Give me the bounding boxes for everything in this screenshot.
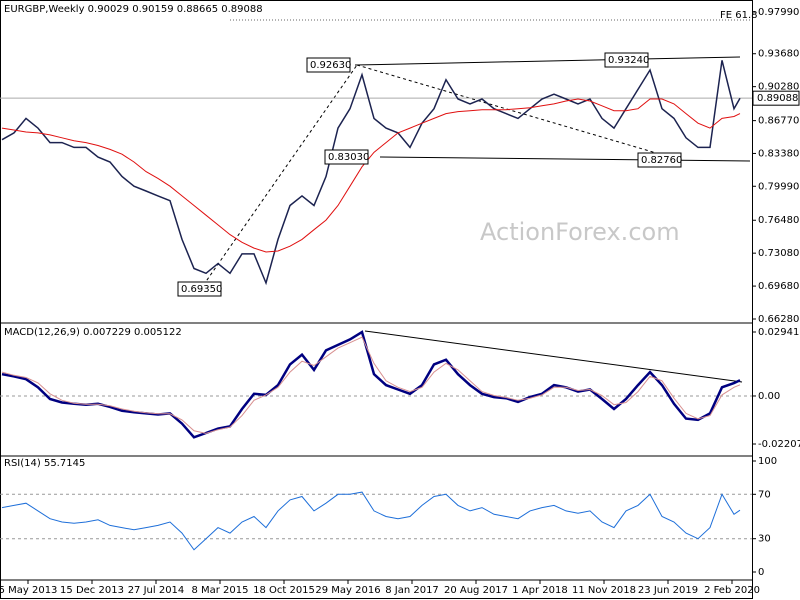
series-line [1,491,741,551]
trendline [379,156,751,162]
trendline [356,64,681,161]
x-tick-label: 29 May 2016 [315,585,380,596]
series-line [1,60,741,286]
annotation: 0.82760 [641,155,682,166]
y-tick-label: 0.90280 [758,82,799,93]
x-tick-label: 23 Jun 2019 [638,585,698,596]
x-tick-label: 27 Jul 2014 [128,585,185,596]
y-tick-label: 0.00 [758,391,780,402]
frame [0,0,753,599]
annotation-box [177,281,222,297]
macd-title: MACD(12,26,9) 0.007229 0.005122 [4,327,182,338]
y-tick-label: 0 [758,567,764,578]
annotation: 0.69350 [181,284,222,295]
y-tick-label: 0.93680 [758,49,799,60]
x-tick-label: 18 Oct 2015 [253,585,315,596]
y-tick-label: 0.029412 [758,327,800,338]
series-line [1,98,741,253]
last-price-label: 0.89088 [757,93,798,104]
watermark: ActionForex.com [480,218,680,246]
annotation-box [604,52,649,68]
y-tick-label: 0.97990 [758,7,799,18]
trendline [364,330,743,383]
annotation: 0.83030 [328,152,369,163]
y-tick-label: 0.66280 [758,314,799,325]
x-tick-label: 2 Feb 2020 [704,585,760,596]
annotation-box [306,57,351,73]
annotation-box [637,152,682,168]
trendline [354,56,741,66]
x-tick-label: 8 Mar 2015 [191,585,248,596]
x-tick-label: 11 Nov 2018 [572,585,636,596]
x-tick-label: 5 May 2013 [0,585,57,596]
annotation-box [324,149,369,165]
trendline [199,64,358,291]
annotation: 0.92630 [310,60,351,71]
y-tick-label: 0.73080 [758,248,799,259]
y-tick-label: -0.022074 [758,439,800,450]
annotation: FE 61.8 [720,10,758,21]
rsi-title: RSI(14) 55.7145 [4,458,85,469]
y-tick-label: 70 [758,489,771,500]
x-tick-label: 8 Jan 2017 [385,585,439,596]
x-tick-label: 15 Dec 2013 [60,585,124,596]
last-price-box [752,90,800,106]
y-tick-label: 100 [758,456,777,467]
chart-title: EURGBP,Weekly 0.90029 0.90159 0.88665 0.… [4,4,263,15]
y-tick-label: 0.79990 [758,181,799,192]
y-tick-label: 30 [758,534,771,545]
x-tick-label: 20 Aug 2017 [444,585,508,596]
y-tick-label: 0.76480 [758,215,799,226]
series-line [1,336,741,434]
x-tick-label: 1 Apr 2018 [512,585,567,596]
y-tick-label: 0.69680 [758,281,799,292]
y-tick-label: 0.83380 [758,148,799,159]
series-line [1,330,741,439]
annotation: 0.93240 [608,55,649,66]
y-tick-label: 0.86770 [758,116,799,127]
